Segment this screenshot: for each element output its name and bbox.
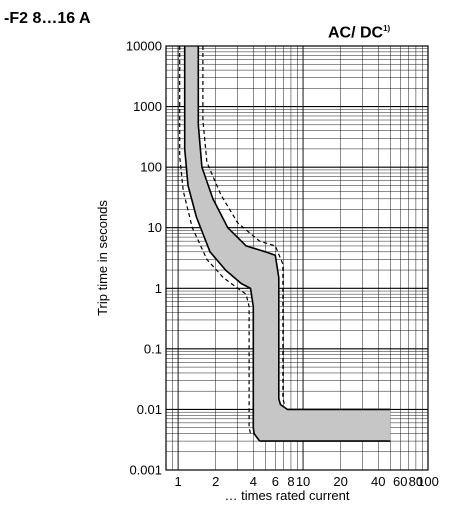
curves <box>179 46 391 442</box>
y-axis-label: Trip time in seconds <box>95 200 110 316</box>
x-tick-label: 60 <box>393 474 407 489</box>
y-tick-label: 1 <box>155 281 162 296</box>
footnote-marker: 1) <box>383 24 391 33</box>
y-tick-label: 100 <box>140 160 162 175</box>
x-tick-label: 100 <box>417 474 439 489</box>
dashed-curve-2 <box>179 46 252 434</box>
plot-frame <box>165 45 429 471</box>
current-type-text: AC/ DC <box>328 24 384 42</box>
x-tick-label: 6 <box>272 474 279 489</box>
x-tick-label: 1 <box>174 474 181 489</box>
x-tick-label: 40 <box>371 474 385 489</box>
dashed-curve-3 <box>202 46 286 405</box>
current-type-label: AC/ DC1) <box>328 24 390 42</box>
y-tick-label: 0.001 <box>129 463 162 478</box>
page-title: -F2 8…16 A <box>4 10 91 27</box>
y-tick-label: 0.01 <box>137 402 162 417</box>
x-tick-label: 2 <box>212 474 219 489</box>
solid-curve-0 <box>183 46 261 442</box>
y-tick-label: 10000 <box>126 39 162 54</box>
x-tick-label: 8 <box>287 474 294 489</box>
y-tick-label: 0.1 <box>144 341 162 356</box>
x-tick-label: 80 <box>409 474 423 489</box>
x-tick-label: 20 <box>333 474 347 489</box>
x-axis-label: … times rated current <box>225 488 350 503</box>
x-tick-label: 10 <box>296 474 310 489</box>
y-tick-label: 1000 <box>133 99 162 114</box>
tolerance-band <box>184 46 391 442</box>
y-tick-labels: 10000 1000 100 10 1 0.1 0.01 0.001 <box>126 39 162 478</box>
solid-curve-1 <box>197 46 391 411</box>
x-tick-label: 4 <box>250 474 257 489</box>
grid <box>166 46 428 471</box>
tolerance-band-area <box>184 46 391 442</box>
y-tick-label: 10 <box>148 220 162 235</box>
